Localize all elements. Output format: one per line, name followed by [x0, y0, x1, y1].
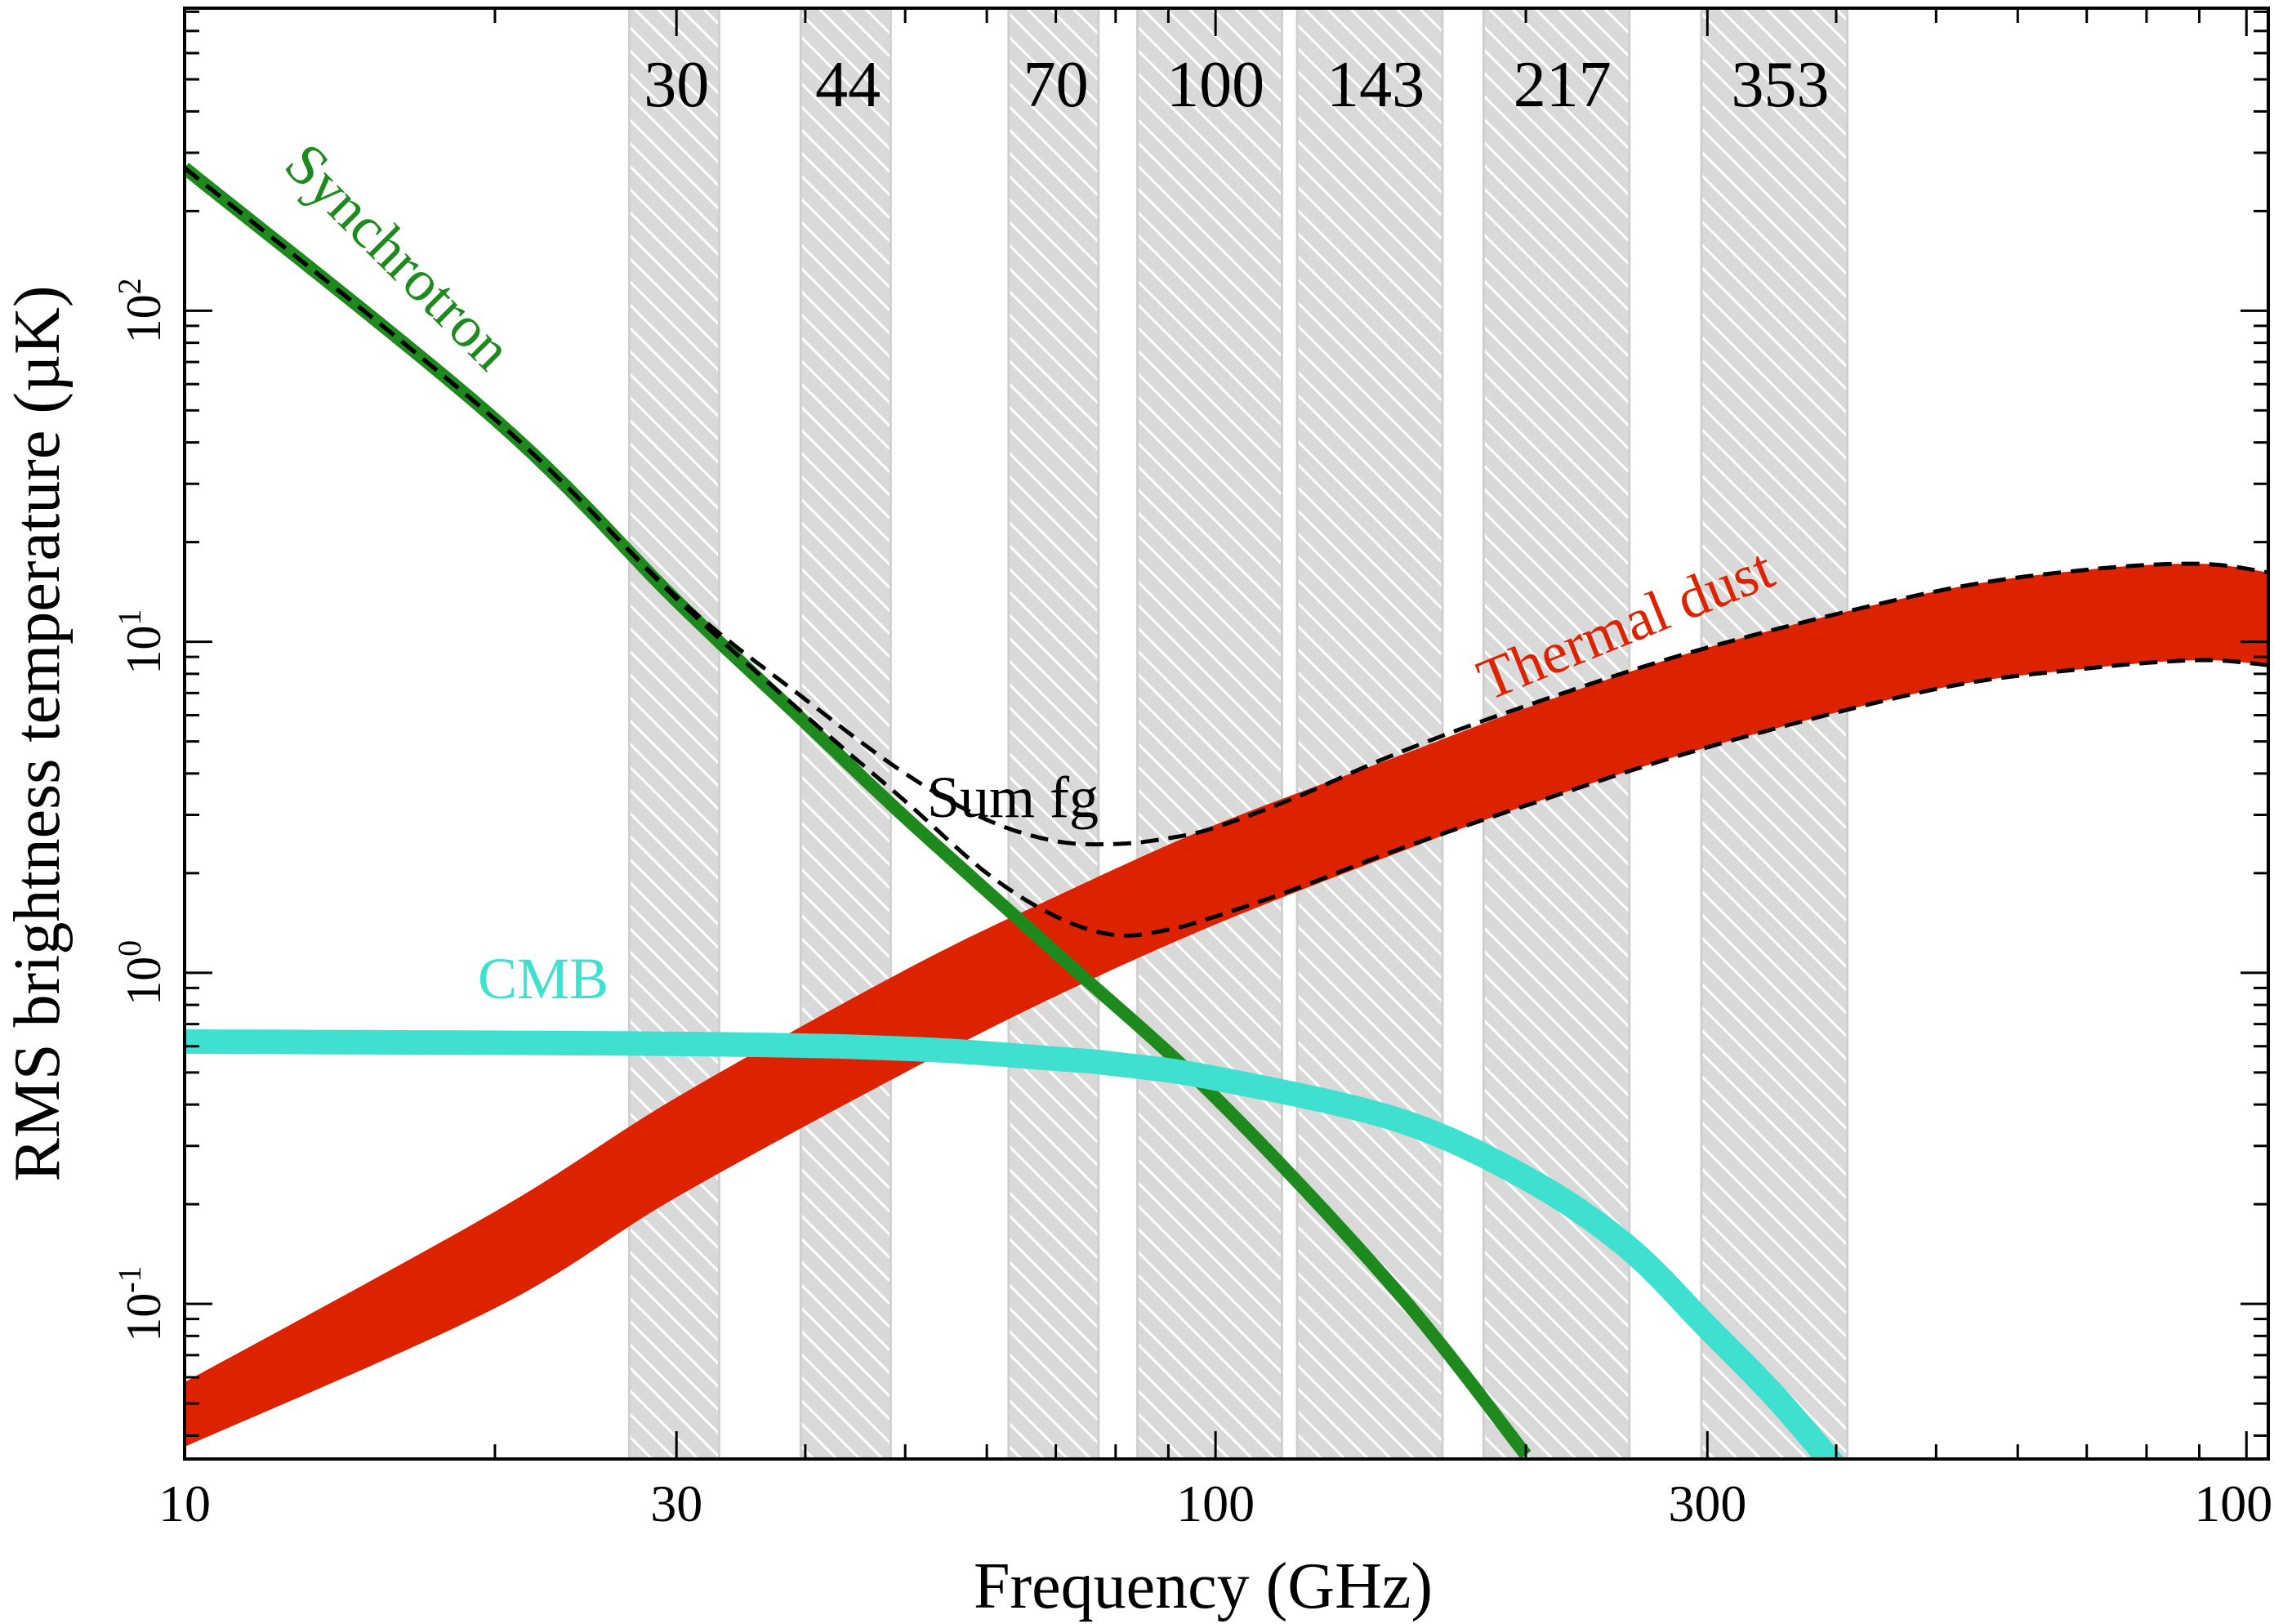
y-tick-label: 101 [111, 609, 171, 675]
y-tick-label: 10-1 [111, 1265, 171, 1341]
band-100 [1136, 7, 1283, 1461]
band-label-70: 70 [1023, 49, 1089, 121]
plot-frame [183, 7, 2270, 1461]
band-label-353: 353 [1731, 49, 1829, 121]
axis-ticks [183, 8, 2268, 1459]
y-axis-title: RMS brightness temperature (µK) [2, 286, 74, 1182]
band-label-143: 143 [1326, 49, 1425, 121]
x-tick-label: 1000 [2194, 1475, 2274, 1533]
band-label-217: 217 [1514, 49, 1612, 121]
band-label-30: 30 [644, 49, 709, 121]
plot-area [185, 163, 2268, 1459]
band-label-44: 44 [815, 49, 881, 121]
band-30 [627, 7, 720, 1461]
cmb-label: CMB [478, 946, 609, 1011]
x-tick-labels: 10 30 100 300 1000 [158, 1475, 2274, 1533]
sum-fg-upper-dashed-line [185, 166, 2268, 847]
x-axis-title: Frequency (GHz) [974, 1550, 1433, 1622]
sum-fg-label: Sum fg [927, 765, 1099, 830]
band-70 [1007, 7, 1100, 1461]
synchrotron-line [185, 163, 1532, 1459]
band-143 [1295, 7, 1444, 1461]
x-tick-label: 100 [1176, 1475, 1255, 1533]
sum-fg-lower-dashed-line [185, 166, 2268, 938]
y-tick-label: 100 [111, 940, 171, 1006]
cmb-line [185, 1029, 1845, 1459]
y-tick-labels: 10-1 100 101 102 [111, 278, 171, 1341]
thermal-dust-band [185, 564, 2268, 1448]
band-label-100: 100 [1166, 49, 1264, 121]
y-tick-label: 102 [111, 278, 171, 343]
band-labels: 30 44 70 100 143 217 353 [644, 49, 1829, 121]
x-tick-label: 300 [1668, 1475, 1746, 1533]
x-tick-label: 30 [650, 1475, 702, 1533]
x-tick-label: 10 [158, 1475, 211, 1533]
